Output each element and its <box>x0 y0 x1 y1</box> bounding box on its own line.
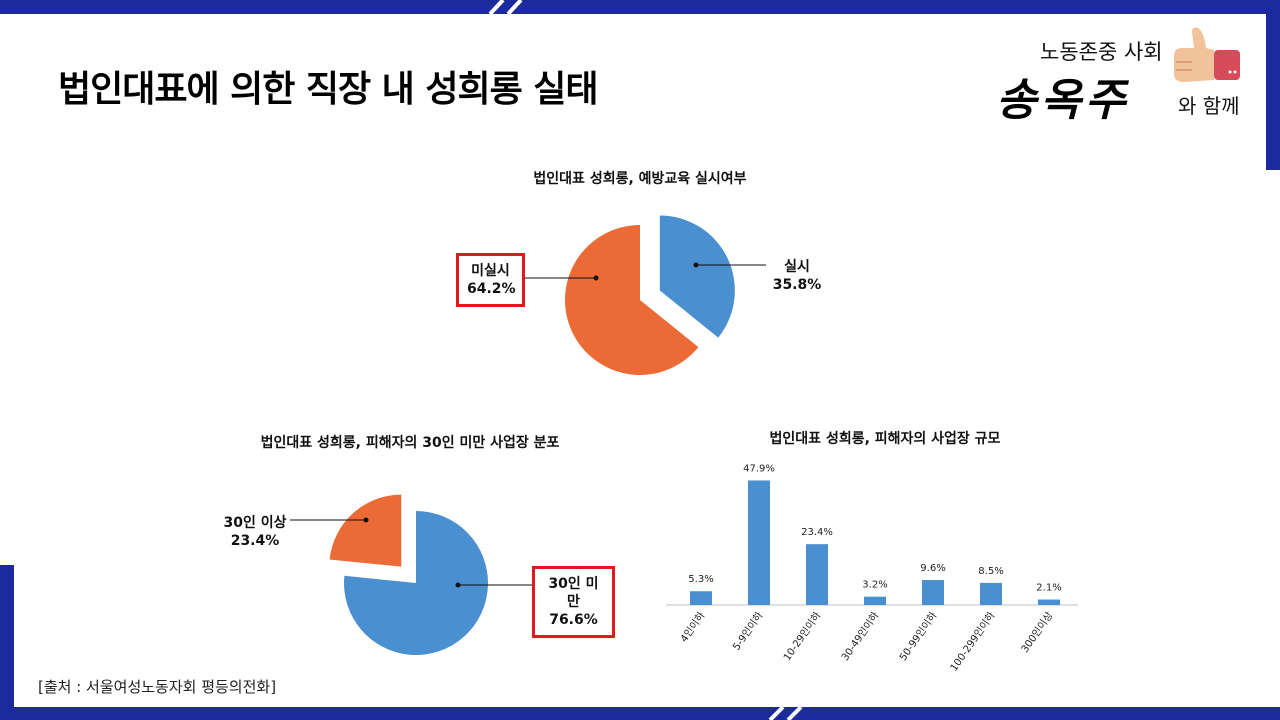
chart1-leader-dot <box>693 262 699 268</box>
bar <box>864 596 886 605</box>
slice-label: 30인 이상 <box>223 515 287 531</box>
chart1-leader-dot <box>593 275 599 281</box>
bar-value-label: 5.3% <box>688 574 713 585</box>
slice-value: 76.6% <box>549 612 598 628</box>
frame-top-left-white <box>0 0 482 14</box>
frame-stripe <box>768 705 785 720</box>
bar-value-label: 8.5% <box>978 566 1003 577</box>
x-tick-label: 5-9인이하 <box>730 609 766 652</box>
bar-value-label: 2.1% <box>1036 583 1061 594</box>
x-tick-label: 10-29인이하 <box>780 609 823 663</box>
pie-slice <box>659 215 735 338</box>
bar <box>690 591 712 605</box>
x-tick-label: 300인이상 <box>1019 610 1056 655</box>
pie-slice <box>344 511 488 655</box>
brand-with: 와 함께 <box>1178 94 1240 118</box>
chart2-leader-dot <box>455 582 461 588</box>
chart3-bar: 5.3% 4인이하 47.9% 5-9인이하 23.4% 10-29인이하 3.2% 30-4… <box>666 463 1078 674</box>
bar <box>980 582 1002 605</box>
brand-name: 송옥주 <box>996 75 1130 126</box>
slice-value: 64.2% <box>467 281 516 297</box>
bar <box>922 580 944 605</box>
chart1-label-implemented: 실시 35.8% <box>770 258 824 294</box>
pie-slice <box>565 225 699 375</box>
chart2-label-under-30: 30인 미만 76.6% <box>532 566 615 638</box>
chart3-title: 법인대표 성희롱, 피해자의 사업장 규모 <box>769 431 1001 447</box>
x-tick-label: 30-49인이하 <box>838 609 881 663</box>
slice-label: 실시 <box>784 259 810 275</box>
bar-value-label: 3.2% <box>862 580 887 591</box>
bar-value-label: 47.9% <box>743 463 775 474</box>
bar <box>1038 599 1060 605</box>
page-title: 법인대표에 의한 직장 내 성희롱 실태 <box>58 69 598 110</box>
source-note: [출처 : 서울여성노동자회 평등의전화] <box>38 678 277 696</box>
bar-value-label: 23.4% <box>801 527 833 538</box>
bar-value-label: 9.6% <box>920 563 945 574</box>
pie-slice <box>329 494 402 567</box>
slice-label: 30인 미만 <box>548 576 599 610</box>
bar <box>748 480 770 605</box>
frame-stripe <box>488 0 505 16</box>
frame-stripe <box>506 0 523 16</box>
chart2-title: 법인대표 성희롱, 피해자의 30인 미만 사업장 분포 <box>260 435 560 451</box>
chart2-label-30-or-more: 30인 이상 23.4% <box>220 514 290 550</box>
x-tick-label: 100-299인이하 <box>947 609 997 673</box>
chart1-pie <box>565 215 735 375</box>
x-tick-label: 50-99인이하 <box>896 609 939 663</box>
chart2-pie <box>329 494 488 655</box>
bar <box>806 544 828 605</box>
chart1-title: 법인대표 성희롱, 예방교육 실시여부 <box>533 171 747 187</box>
slice-value: 23.4% <box>230 533 280 549</box>
slice-label: 미실시 <box>471 263 510 279</box>
chart2-leader-dot <box>363 517 369 523</box>
chart1-label-unimplemented: 미실시 64.2% <box>456 253 525 307</box>
thumbs-up-icon <box>1174 27 1240 82</box>
x-tick-label: 4인이하 <box>677 609 707 644</box>
frame-stripe <box>786 705 803 720</box>
brand-slogan: 노동존중 사회 <box>1040 40 1163 64</box>
slice-value: 35.8% <box>772 277 822 293</box>
